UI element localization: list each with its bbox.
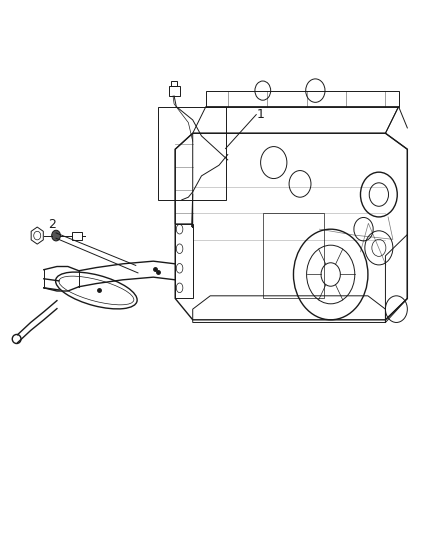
Text: 1: 1 — [257, 108, 265, 121]
Text: 2: 2 — [48, 219, 56, 231]
Circle shape — [52, 230, 60, 241]
